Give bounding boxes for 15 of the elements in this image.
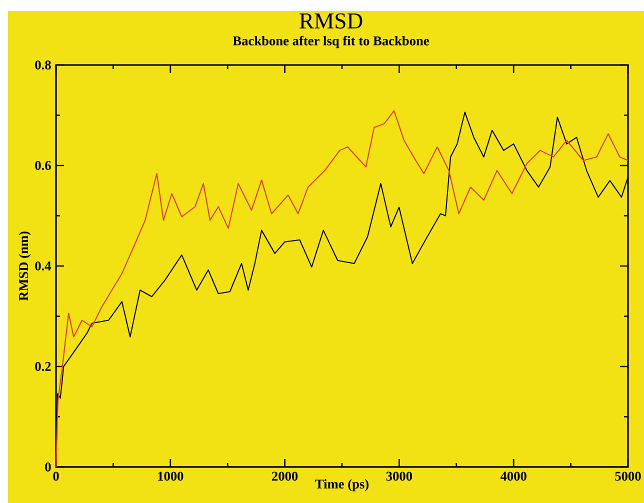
x-tick-label: 2000 <box>272 472 298 481</box>
x-tick-label: 4000 <box>500 472 526 481</box>
x-tick-label: 1000 <box>158 472 184 481</box>
y-tick-label: 0 <box>45 462 51 472</box>
y-axis-title: RMSD (nm) <box>18 232 31 301</box>
chart-title: RMSD <box>300 13 362 29</box>
y-tick-label: 0.2 <box>35 362 51 372</box>
x-axis-title: Time (ps) <box>315 479 368 492</box>
y-tick-label: 0.8 <box>35 60 51 70</box>
x-tick-label: 3000 <box>386 472 412 481</box>
chart-subtitle: Backbone after lsq fit to Backbone <box>232 36 429 48</box>
x-tick-label: 5000 <box>615 472 641 481</box>
y-tick-label: 0.6 <box>35 160 51 170</box>
x-tick-label: 0 <box>53 472 59 481</box>
y-tick-label: 0.4 <box>35 261 52 271</box>
